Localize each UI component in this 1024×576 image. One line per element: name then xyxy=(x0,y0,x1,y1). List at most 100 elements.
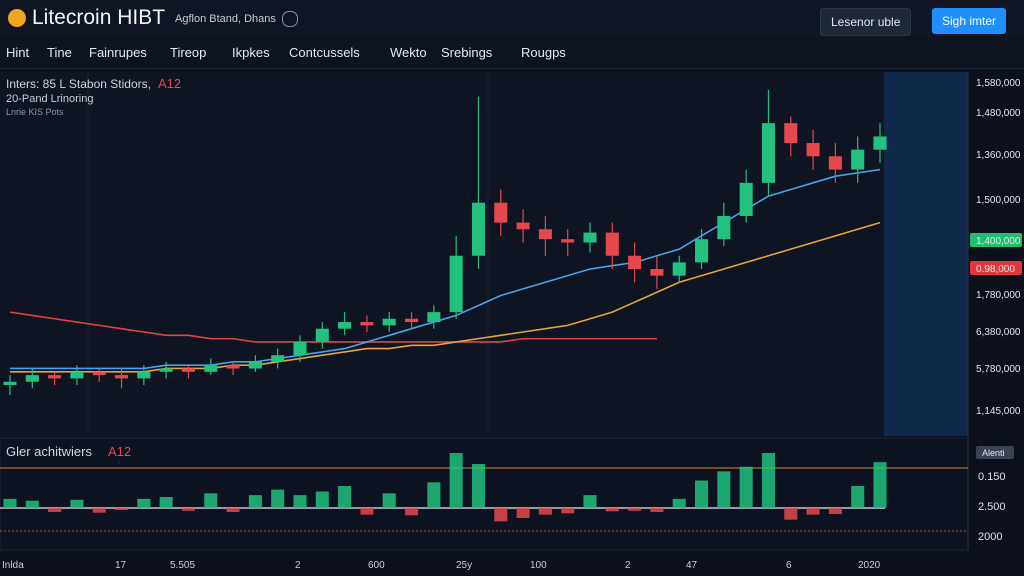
candle-body xyxy=(851,149,865,170)
candle-body xyxy=(181,368,195,372)
volume-bar xyxy=(873,462,887,508)
volume-bar xyxy=(427,482,441,508)
candle-body xyxy=(115,375,129,379)
volume-bar xyxy=(382,493,396,508)
volume-bar xyxy=(739,466,753,508)
candle-body xyxy=(382,318,396,326)
nav-item[interactable]: Contcussels xyxy=(289,45,360,60)
volume-bar xyxy=(271,489,285,508)
candle-body xyxy=(538,229,552,240)
price-label: 1,400,000 xyxy=(976,236,1021,247)
candle-body xyxy=(761,123,775,183)
candle-body xyxy=(204,365,218,372)
nav-item[interactable]: Tireop xyxy=(170,45,207,60)
candle-body xyxy=(605,232,619,256)
volume-bar xyxy=(181,508,195,511)
volume-label: 2.500 xyxy=(978,501,1006,513)
volume-bar xyxy=(293,495,307,508)
check-icon xyxy=(282,11,298,27)
candle-body xyxy=(293,341,307,356)
nav-item[interactable]: Srebings xyxy=(441,45,493,60)
candle-body xyxy=(717,215,731,240)
candle-body xyxy=(516,222,530,230)
volume-bar xyxy=(828,508,842,514)
volume-bar xyxy=(25,500,39,508)
volume-bar xyxy=(338,486,352,508)
volume-bar xyxy=(3,498,17,508)
nav-item[interactable]: Ikpkes xyxy=(232,45,270,60)
volume-label: 2000 xyxy=(978,531,1002,543)
overlay-accent: A12 xyxy=(158,76,181,91)
candle-body xyxy=(137,371,151,379)
volume-bar xyxy=(695,480,709,508)
highlight-zone xyxy=(884,72,968,436)
chart: Inters: 85 L Stabon Stidors, 20-Pand Lrin… xyxy=(0,72,1022,571)
candle-body xyxy=(3,381,17,386)
x-label: 2 xyxy=(295,560,301,571)
price-label: 6,380,000 xyxy=(976,327,1021,338)
candle-body xyxy=(650,269,664,276)
candle-body xyxy=(583,232,597,243)
x-label: 100 xyxy=(530,560,547,571)
logo-icon xyxy=(8,9,26,27)
candle-body xyxy=(25,375,39,382)
volume-bar xyxy=(360,508,374,515)
volume-bar xyxy=(315,491,329,508)
x-label: 25y xyxy=(456,560,472,571)
volume-bar xyxy=(650,508,664,512)
overlay-text: Inters: 85 L Stabon Stidors, xyxy=(6,77,151,91)
candle-body xyxy=(159,368,173,372)
volume-bar xyxy=(806,508,820,515)
x-label: 6 xyxy=(786,560,792,571)
candle-body xyxy=(271,355,285,362)
x-label: 600 xyxy=(368,560,385,571)
nav-item[interactable]: Wekto xyxy=(390,45,427,60)
candle-body xyxy=(70,371,84,379)
volume-bar xyxy=(159,497,173,508)
volume-bar xyxy=(92,508,106,513)
nav-item[interactable]: Rougps xyxy=(521,45,566,60)
volume-bar xyxy=(516,508,530,518)
candle-body xyxy=(784,123,798,144)
volume-bar xyxy=(628,508,642,511)
volume-bar xyxy=(784,508,798,520)
volume-bar xyxy=(851,486,865,508)
logo: Litecroin HIBT xyxy=(32,6,166,29)
price-label: 1,360,000 xyxy=(976,150,1021,161)
candle-body xyxy=(226,365,240,369)
moving-average xyxy=(10,221,881,373)
overlay-text: 20-Pand Lrinoring xyxy=(6,93,93,105)
x-label: Inlda xyxy=(2,560,24,571)
volume-title: Gler achitwiers xyxy=(6,444,92,459)
volume-bar xyxy=(672,498,686,508)
price-badge xyxy=(970,233,1022,247)
volume-bar xyxy=(115,508,129,510)
price-label: 1,580,000 xyxy=(976,78,1021,89)
button[interactable]: Sigh imter xyxy=(932,8,1007,34)
candle-body xyxy=(449,255,463,313)
nav-item[interactable]: Hint xyxy=(6,45,30,60)
volume-label: 0.150 xyxy=(978,471,1006,483)
volume-bar xyxy=(605,508,619,512)
nav-item[interactable]: Tine xyxy=(47,45,72,60)
candle-body xyxy=(672,262,686,276)
candle-body xyxy=(494,202,508,223)
overlay-text: Lnrie KIS Pots xyxy=(6,107,64,117)
x-label: 17 xyxy=(115,560,127,571)
volume-bar xyxy=(538,508,552,515)
candle-body xyxy=(561,239,575,243)
candle-body xyxy=(806,143,820,157)
volume-bar xyxy=(449,453,463,508)
nav-item[interactable]: Fainrupes xyxy=(89,45,147,60)
price-label: 5,780,000 xyxy=(976,364,1021,375)
volume-bar xyxy=(204,493,218,508)
volume-bar xyxy=(494,508,508,522)
button[interactable]: Lesenor uble xyxy=(820,8,912,36)
volume-bar xyxy=(761,453,775,508)
volume-bar xyxy=(248,495,262,508)
volume-bar xyxy=(405,508,419,516)
moving-average xyxy=(10,168,881,370)
badge: Alenti xyxy=(982,448,1005,458)
volume-bar xyxy=(48,508,62,512)
volume-bar xyxy=(717,471,731,508)
